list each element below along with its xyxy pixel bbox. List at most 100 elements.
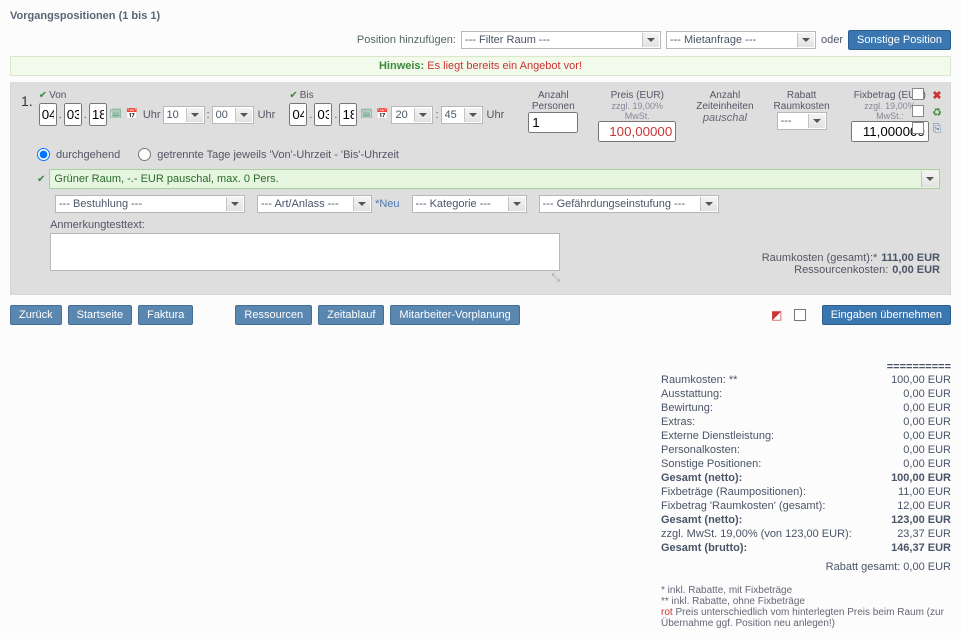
summary-row-label: Bewirtung:: [661, 402, 713, 414]
price-input[interactable]: [598, 121, 676, 142]
summary-row-label: Externe Dienstleistung:: [661, 430, 774, 442]
hint-row: Hinweis: Es liegt bereits ein Angebot vo…: [10, 56, 951, 76]
summary-row: Ausstattung:0,00 EUR: [661, 387, 951, 401]
summary-row-label: Ausstattung:: [661, 388, 722, 400]
add-position-label: Position hinzufügen:: [357, 34, 456, 46]
summary-row-label: Gesamt (netto):: [661, 472, 742, 484]
price-header: Preis (EUR): [598, 90, 676, 101]
confirm-checkbox[interactable]: [794, 309, 806, 321]
summary-row-value: 146,37 EUR: [891, 542, 951, 554]
summary-row-value: 0,00 EUR: [903, 458, 951, 470]
summary-row: Gesamt (netto):123,00 EUR: [661, 513, 951, 527]
other-position-button[interactable]: Sonstige Position: [848, 30, 951, 50]
request-type-select[interactable]: --- Mietanfrage ---: [666, 31, 816, 49]
bis-min-select[interactable]: 45: [441, 106, 483, 124]
units-value: pauschal: [696, 112, 753, 124]
hint-label: Hinweis:: [379, 60, 424, 72]
summary-row: Externe Dienstleistung: 0,00 EUR: [661, 429, 951, 443]
von-year-input[interactable]: [89, 103, 107, 126]
summary-row-value: 100,00 EUR: [891, 374, 951, 386]
rabatt-col: Rabatt Raumkosten ---: [774, 90, 830, 130]
summary-row-value: 0,00 EUR: [903, 430, 951, 442]
res-total-label: Ressourcenkosten:: [794, 264, 888, 276]
radio-getrennt[interactable]: [138, 148, 151, 161]
von-month-input[interactable]: [64, 103, 82, 126]
notes-label: Anmerkungtesttext:: [50, 219, 560, 231]
price-col: Preis (EUR) zzgl. 19,00% MwSt.: [598, 90, 676, 142]
bis-year-input[interactable]: [339, 103, 357, 126]
bis-hour-select[interactable]: 20: [391, 106, 433, 124]
checkbox-3[interactable]: [912, 122, 924, 134]
summary-row-label: Gesamt (brutto):: [661, 542, 747, 554]
persons-input[interactable]: [528, 112, 578, 133]
calendar-icon[interactable]: 🗓: [359, 108, 373, 122]
radio-durchgehend[interactable]: [37, 148, 50, 161]
rabatt-total: Rabatt gesamt: 0,00 EUR: [661, 555, 951, 573]
rabatt-h2: Raumkosten: [774, 101, 830, 112]
units-col: Anzahl Zeiteinheiten pauschal: [696, 90, 753, 124]
calendar2-icon[interactable]: 📅: [375, 108, 389, 122]
position-box: ✖ ♻ ⎘ 1. ✔Von . . 🗓 📅 Uhr 10: [10, 82, 951, 295]
kategorie-select[interactable]: --- Kategorie ---: [412, 195, 527, 213]
summary-row-label: Sonstige Positionen:: [661, 458, 761, 470]
summary-row-value: 0,00 EUR: [903, 416, 951, 428]
summary-row-value: 11,00 EUR: [898, 486, 951, 498]
footnote-c: rot Preis unterschiedlich vom hinterlegt…: [661, 607, 951, 629]
back-button[interactable]: Zurück: [10, 305, 62, 325]
ressourcen-button[interactable]: Ressourcen: [235, 305, 312, 325]
resize-grip-icon[interactable]: ⤡: [50, 274, 560, 282]
checkbox-2[interactable]: [912, 105, 924, 117]
summary-row: Bewirtung: 0,00 EUR: [661, 401, 951, 415]
uhr-label: Uhr: [143, 109, 161, 121]
selectors-row: --- Bestuhlung --- --- Art/Anlass --- *N…: [21, 195, 940, 213]
bis-month-input[interactable]: [314, 103, 332, 126]
summary-row-value: 0,00 EUR: [903, 402, 951, 414]
page-title: Vorgangspositionen (1 bis 1): [10, 10, 951, 22]
copy-icon[interactable]: ⎘: [930, 122, 944, 136]
room-select[interactable]: Grüner Raum, -.- EUR pauschal, max. 0 Pe…: [49, 169, 940, 189]
room-total-label: Raumkosten (gesamt):*: [762, 252, 878, 264]
mitarbeiter-button[interactable]: Mitarbeiter-Vorplanung: [390, 305, 519, 325]
faktura-button[interactable]: Faktura: [138, 305, 193, 325]
gefaehrdung-select[interactable]: --- Gefährdungseinstufung ---: [539, 195, 719, 213]
bis-label: Bis: [300, 90, 314, 101]
footnote-a: * inkl. Rabatte, mit Fixbeträge: [661, 585, 951, 596]
calendar-icon[interactable]: 🗓: [109, 108, 123, 122]
submit-button[interactable]: Eingaben übernehmen: [822, 305, 951, 325]
summary-row: Raumkosten: **100,00 EUR: [661, 373, 951, 387]
summary-row-value: 0,00 EUR: [903, 444, 951, 456]
uhr-label-2: Uhr: [258, 109, 276, 121]
bis-day-input[interactable]: [289, 103, 307, 126]
bis-block: ✔Bis . . 🗓 📅 20 : 45 Uhr: [289, 90, 504, 126]
von-block: ✔Von . . 🗓 📅 Uhr 10 : 00 Uhr: [39, 90, 276, 126]
checkbox-1[interactable]: [912, 88, 924, 100]
summary-row-label: Gesamt (netto):: [661, 514, 742, 526]
summary-row: Gesamt (brutto): 146,37 EUR: [661, 541, 951, 555]
summary-row-value: 12,00 EUR: [897, 500, 951, 512]
warn-icon[interactable]: ◩: [770, 308, 784, 322]
summary-row-value: 23,37 EUR: [897, 528, 951, 540]
neu-link[interactable]: *Neu: [375, 198, 399, 210]
uhr-label-3: Uhr: [487, 109, 505, 121]
add-position-bar: Position hinzufügen: --- Filter Raum ---…: [10, 30, 951, 50]
units-h1: Anzahl: [696, 90, 753, 101]
summary-row: Personalkosten:0,00 EUR: [661, 443, 951, 457]
notes-textarea[interactable]: [50, 233, 560, 271]
home-button[interactable]: Startseite: [68, 305, 132, 325]
hint-message: Es liegt bereits ein Angebot vor!: [427, 60, 582, 72]
radio-getrennt-label: getrennte Tage jeweils 'Von'-Uhrzeit - '…: [157, 149, 399, 161]
units-h2: Zeiteinheiten: [696, 101, 753, 112]
von-hour-select[interactable]: 10: [163, 106, 205, 124]
recycle-icon[interactable]: ♻: [930, 105, 944, 119]
art-select[interactable]: --- Art/Anlass ---: [257, 195, 372, 213]
von-day-input[interactable]: [39, 103, 57, 126]
calendar2-icon[interactable]: 📅: [125, 108, 139, 122]
check-icon: ✔: [289, 90, 297, 101]
seating-select[interactable]: --- Bestuhlung ---: [55, 195, 245, 213]
delete-icon[interactable]: ✖: [930, 88, 944, 102]
summary-row: Sonstige Positionen: 0,00 EUR: [661, 457, 951, 471]
von-min-select[interactable]: 00: [212, 106, 254, 124]
filter-room-select[interactable]: --- Filter Raum ---: [461, 31, 661, 49]
zeitablauf-button[interactable]: Zeitablauf: [318, 305, 384, 325]
rabatt-select[interactable]: ---: [777, 112, 827, 130]
